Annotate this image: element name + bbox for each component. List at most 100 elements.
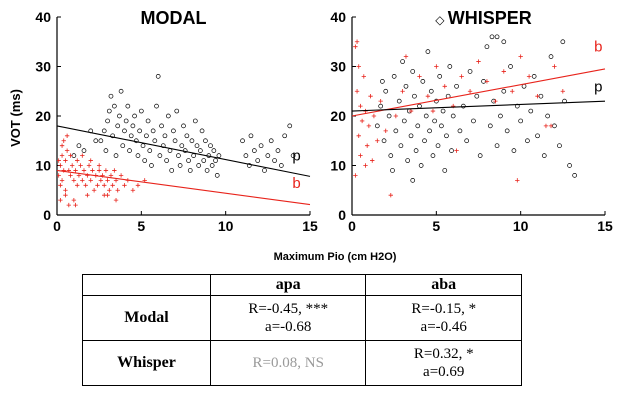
modal-point-p (169, 168, 175, 173)
modal-point-b (98, 178, 104, 183)
whisper-point-p (412, 93, 417, 99)
whisper-point-b (484, 79, 490, 84)
modal-point-p (76, 143, 82, 149)
whisper-y-tick-label: 30 (330, 59, 346, 75)
whisper-point-b (368, 94, 373, 99)
modal-point-p (258, 143, 264, 149)
whisper-point-b (515, 178, 520, 183)
whisper-point-p (511, 148, 517, 153)
modal-point-b (73, 202, 78, 208)
whisper-point-p (432, 118, 437, 124)
modal-point-b (58, 163, 63, 168)
table-header-row: apa aba (82, 274, 522, 296)
cell-whisper-aba-r: R=0.32, * (413, 346, 474, 362)
modal-point-p (172, 138, 178, 144)
modal-title: MODAL (141, 8, 207, 28)
modal-point-p (130, 123, 136, 129)
modal-point-p (177, 163, 183, 168)
x-axis-label: Maximum Pio (cm H2O) (274, 251, 397, 263)
whisper-point-b (393, 113, 399, 119)
whisper-point-b (361, 74, 367, 79)
whisper-y-tick-label: 20 (330, 108, 346, 124)
whisper-point-p (417, 103, 422, 109)
modal-point-p (204, 168, 210, 173)
whisper-point-p (471, 118, 476, 124)
whisper-point-p (437, 74, 443, 79)
modal-point-p (160, 143, 166, 149)
cell-whisper-aba-a: a=0.69 (423, 364, 465, 380)
whisper-point-b (543, 123, 549, 129)
modal-point-p (272, 158, 277, 163)
modal-point-p (101, 128, 107, 134)
modal-point-p (133, 138, 139, 144)
whisper-point-p (457, 128, 463, 134)
modal-point-b (61, 138, 66, 143)
modal-point-b (96, 163, 102, 168)
modal-point-p (192, 118, 198, 124)
modal-point-p (159, 123, 164, 129)
modal-point-p (165, 113, 171, 119)
modal-point-p (248, 133, 254, 139)
modal-point-p (282, 133, 288, 139)
whisper-point-p (423, 113, 429, 119)
whisper-point-p (386, 113, 392, 119)
whisper-point-p (410, 178, 416, 183)
whisper-plot-area (353, 34, 577, 198)
whisper-panel: 0 5 10 15 0 10 20 30 40 ◇ WHISPER b p (330, 8, 613, 234)
whisper-fit-line-p (351, 100, 606, 112)
modal-point-p (176, 153, 181, 158)
modal-point-p (152, 138, 158, 144)
modal-point-b (68, 173, 73, 178)
modal-point-p (290, 153, 296, 158)
whisper-point-p (450, 113, 456, 119)
whisper-point-p (403, 83, 409, 89)
modal-point-p (132, 113, 137, 119)
whisper-point-p (464, 138, 470, 144)
whisper-point-p (508, 64, 513, 69)
modal-line-label-p: p (292, 148, 300, 165)
whisper-x-tick-label: 5 (432, 218, 440, 234)
modal-point-b (88, 158, 93, 163)
modal-point-p (189, 138, 195, 144)
whisper-point-b (403, 54, 409, 59)
modal-point-b (88, 178, 93, 183)
whisper-point-p (474, 93, 480, 99)
modal-point-p (138, 108, 144, 114)
whisper-point-p (383, 88, 389, 94)
modal-point-b (85, 193, 90, 198)
whisper-point-p (541, 153, 547, 158)
whisper-point-b (467, 89, 473, 94)
whisper-point-b (408, 108, 414, 114)
whisper-point-p (418, 163, 424, 168)
modal-point-p (214, 173, 220, 178)
modal-point-p (184, 133, 190, 139)
whisper-point-b (363, 163, 368, 168)
whisper-point-b (501, 69, 506, 74)
modal-y-tick-label: 40 (35, 9, 51, 25)
modal-point-b (102, 183, 107, 188)
modal-point-b (80, 178, 85, 183)
whisper-point-p (415, 123, 421, 129)
whisper-point-b (417, 74, 422, 79)
cell-modal-apa-r: R=-0.45, *** (248, 301, 329, 317)
modal-point-p (262, 168, 267, 173)
whisper-point-p (398, 143, 404, 149)
modal-point-p (265, 153, 271, 158)
modal-point-p (203, 138, 208, 144)
modal-point-b (63, 158, 68, 163)
whisper-point-p (401, 118, 407, 124)
modal-point-p (81, 148, 87, 153)
modal-point-p (201, 158, 207, 163)
whisper-point-b (383, 128, 388, 134)
table-row-modal: Modal R=-0.45, *** a=-0.68 R=-0.15, * a=… (82, 295, 522, 341)
modal-point-b (71, 178, 77, 183)
modal-x-tick-label: 5 (137, 218, 145, 234)
modal-point-p (208, 143, 213, 149)
modal-point-p (142, 158, 148, 163)
modal-point-b (81, 168, 87, 173)
modal-point-b (80, 153, 85, 158)
modal-point-p (287, 123, 293, 129)
whisper-point-p (477, 153, 483, 158)
whisper-point-p (440, 108, 446, 114)
whisper-point-p (427, 128, 432, 134)
